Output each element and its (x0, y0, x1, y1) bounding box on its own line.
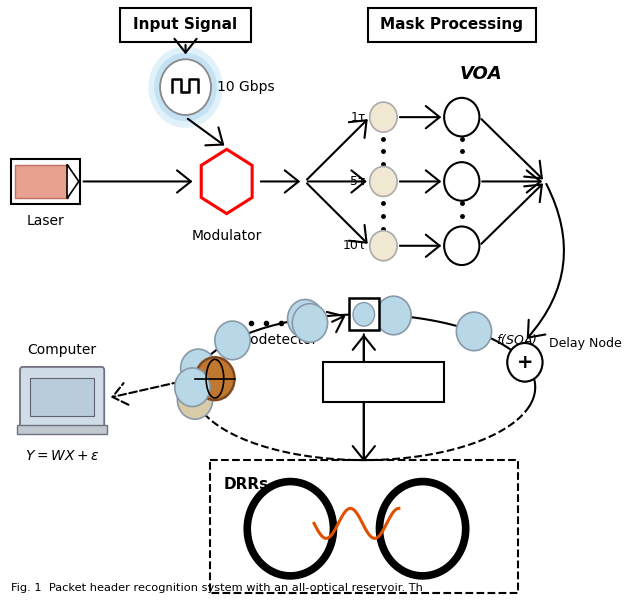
Text: Delay Node: Delay Node (549, 336, 622, 350)
Text: $f$(SOA): $f$(SOA) (495, 332, 537, 347)
FancyBboxPatch shape (30, 377, 95, 416)
Text: Input Signal: Input Signal (134, 17, 237, 33)
Circle shape (175, 368, 210, 406)
FancyBboxPatch shape (20, 367, 104, 429)
Text: Computer: Computer (28, 343, 97, 357)
Text: Modulator: Modulator (191, 229, 262, 242)
Text: +: + (516, 353, 533, 372)
Circle shape (508, 343, 543, 382)
Polygon shape (201, 150, 252, 213)
Circle shape (154, 53, 217, 121)
Circle shape (370, 166, 397, 197)
Circle shape (195, 357, 234, 400)
Circle shape (292, 304, 328, 343)
Text: 5τ: 5τ (350, 175, 366, 188)
Circle shape (287, 300, 323, 338)
FancyBboxPatch shape (210, 460, 518, 593)
Circle shape (508, 343, 543, 382)
FancyBboxPatch shape (11, 159, 80, 204)
Circle shape (444, 98, 479, 136)
Circle shape (180, 349, 216, 388)
Text: Fig. 1  Packet header recognition system with an all-optical reservoir. Th: Fig. 1 Packet header recognition system … (11, 583, 423, 593)
Circle shape (353, 303, 374, 326)
FancyBboxPatch shape (15, 165, 68, 198)
FancyBboxPatch shape (323, 362, 444, 402)
Circle shape (444, 227, 479, 265)
Circle shape (160, 59, 211, 115)
Text: Laser: Laser (27, 213, 65, 227)
Text: VOA: VOA (460, 65, 502, 83)
FancyBboxPatch shape (120, 8, 251, 42)
Circle shape (370, 231, 397, 260)
Text: 10τ: 10τ (342, 239, 366, 252)
Text: 1τ: 1τ (351, 110, 366, 124)
Circle shape (456, 312, 492, 351)
Text: $Y = WX + \varepsilon$: $Y = WX + \varepsilon$ (25, 449, 99, 464)
Circle shape (148, 46, 223, 128)
Text: DRRs: DRRs (224, 478, 269, 492)
FancyBboxPatch shape (17, 425, 107, 434)
FancyBboxPatch shape (368, 8, 536, 42)
Circle shape (177, 380, 212, 419)
FancyBboxPatch shape (349, 298, 378, 330)
Polygon shape (67, 164, 79, 198)
Circle shape (215, 321, 250, 360)
Circle shape (370, 102, 397, 132)
Text: Reservoir: Reservoir (346, 375, 421, 389)
Circle shape (376, 296, 412, 335)
Circle shape (444, 162, 479, 201)
Text: Mask Processing: Mask Processing (380, 17, 524, 33)
Text: Photodetector: Photodetector (220, 332, 318, 347)
Text: 10 Gbps: 10 Gbps (217, 80, 275, 94)
